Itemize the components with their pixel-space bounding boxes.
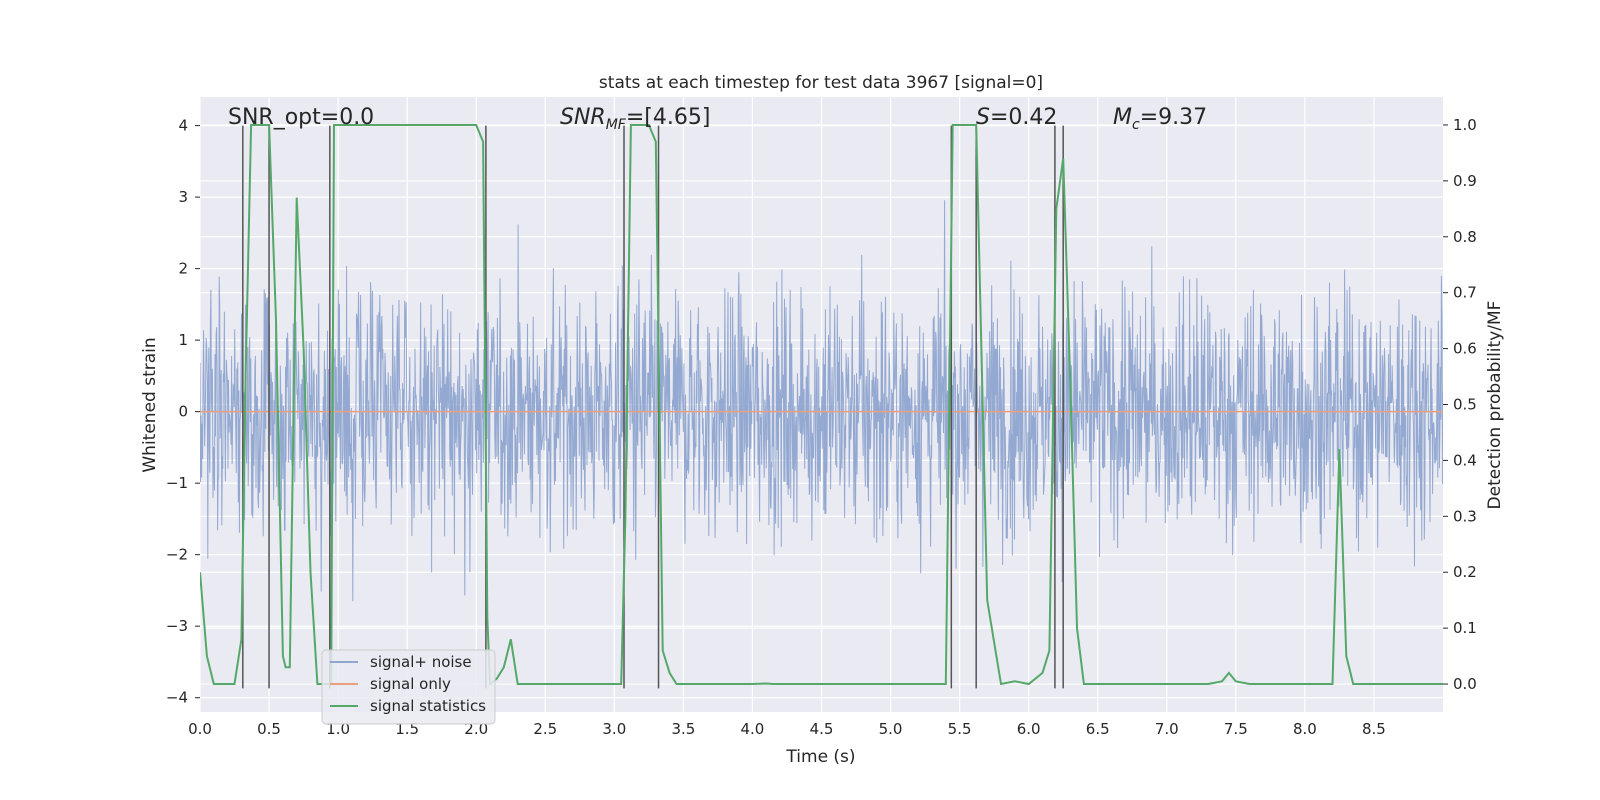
y-right-tick-label: 0.0 [1453, 675, 1477, 693]
x-tick-label: 8.5 [1362, 720, 1386, 738]
legend-label-signal-statistics: signal statistics [370, 697, 486, 715]
annotation-snr-mf: SNRMF=[4.65] [560, 105, 710, 133]
y-left-tick-label: −1 [166, 474, 188, 492]
y-right-tick-label: 0.5 [1453, 396, 1477, 414]
y-left-tick-label: 2 [178, 260, 188, 278]
signal-statistics-series [200, 124, 1443, 687]
y-right-tick-label: 0.3 [1453, 507, 1477, 525]
y-right-tick-label: 0.7 [1453, 284, 1477, 302]
annotation-s: S=0.42 [976, 105, 1057, 130]
y-left-tick-label: −3 [166, 617, 188, 635]
x-tick-label: 7.0 [1155, 720, 1179, 738]
y-left-tick-label: 3 [178, 188, 188, 206]
x-tick-label: 2.5 [533, 720, 557, 738]
x-tick-label: 0.5 [257, 720, 281, 738]
signal-noise-line [200, 200, 1443, 602]
x-tick-label: 4.5 [810, 720, 834, 738]
legend-label-signal-noise: signal+ noise [370, 653, 472, 671]
x-tick-label: 7.5 [1224, 720, 1248, 738]
legend-label-signal-only: signal only [370, 675, 451, 693]
y-right-tick-label: 0.1 [1453, 619, 1477, 637]
x-tick-label: 0.0 [188, 720, 212, 738]
chart-title: stats at each timestep for test data 396… [599, 73, 1043, 93]
signal-statistics-line [200, 124, 1443, 687]
y-right-axis-ticks: 0.0 0.1 0.2 0.3 0.4 0.5 0.6 0.7 0.8 0.9 1.0 [1443, 116, 1477, 693]
y-right-axis-label: Detection probability/MF [1485, 301, 1505, 510]
annotation-mc: Mc=9.37 [1113, 105, 1207, 133]
y-right-tick-label: 0.9 [1453, 172, 1477, 190]
y-right-tick-label: 1.0 [1453, 116, 1477, 134]
x-tick-label: 6.0 [1017, 720, 1041, 738]
y-left-axis-label: Whitened strain [140, 337, 160, 472]
y-left-tick-label: 4 [178, 117, 188, 135]
x-tick-label: 4.0 [741, 720, 765, 738]
y-right-tick-label: 0.6 [1453, 340, 1477, 358]
y-left-tick-label: 1 [178, 331, 188, 349]
signal-noise-series [200, 200, 1443, 602]
x-tick-label: 6.5 [1086, 720, 1110, 738]
x-tick-label: 5.0 [879, 720, 903, 738]
y-right-tick-label: 0.2 [1453, 563, 1477, 581]
legend-box [321, 649, 496, 725]
legend: signal+ noise signal only signal statist… [321, 649, 496, 725]
y-right-tick-label: 0.8 [1453, 228, 1477, 246]
y-left-tick-label: 0 [178, 403, 188, 421]
x-axis-label: Time (s) [785, 747, 855, 767]
x-tick-label: 3.0 [602, 720, 626, 738]
vertical-markers [242, 125, 1064, 689]
y-left-tick-label: −4 [166, 689, 188, 707]
x-tick-label: 8.0 [1293, 720, 1317, 738]
y-right-tick-label: 0.4 [1453, 451, 1477, 469]
y-left-axis-ticks: −4 −3 −2 −1 0 1 2 3 4 [166, 117, 200, 707]
annotation-snr-opt: SNR_opt=0.0 [228, 105, 374, 130]
x-tick-label: 3.5 [671, 720, 695, 738]
y-left-tick-label: −2 [166, 546, 188, 564]
x-tick-label: 5.5 [948, 720, 972, 738]
